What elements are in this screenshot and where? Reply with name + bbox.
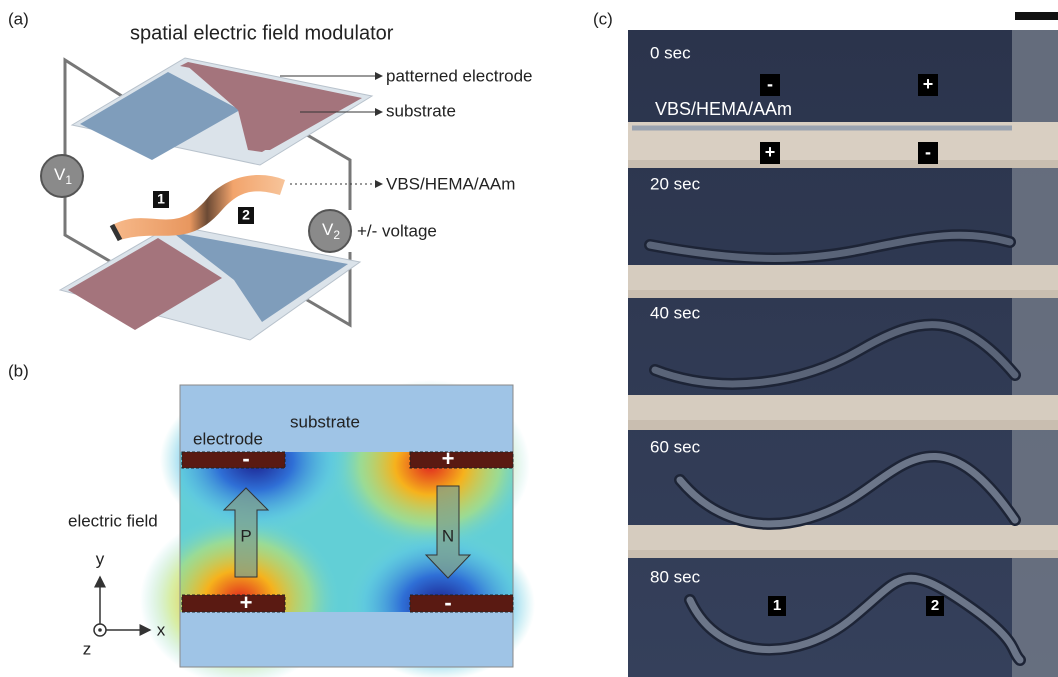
time-label: 20 sec xyxy=(650,174,701,193)
panel-label: (a) xyxy=(8,9,29,28)
time-label: 80 sec xyxy=(650,567,701,586)
source-symbol: V xyxy=(54,165,66,184)
axis-label: z xyxy=(83,639,92,658)
electrode-sign: - xyxy=(925,142,931,162)
region-label: substrate xyxy=(290,412,360,431)
panel-label: (b) xyxy=(8,361,29,380)
electrode-sign: + xyxy=(240,590,253,615)
axis-label: x xyxy=(157,620,166,639)
source-subscript: 2 xyxy=(333,228,340,242)
region-label: electrode xyxy=(193,429,263,448)
electrode xyxy=(182,452,285,468)
substrate xyxy=(180,612,513,667)
panel-b: (b) - + + - P N substrate electrode elec… xyxy=(8,361,535,677)
electrode-sign: - xyxy=(242,446,249,471)
electrode-sign: + xyxy=(765,142,776,162)
segment-label: 2 xyxy=(242,207,250,223)
material-label: VBS/HEMA/AAm xyxy=(655,99,792,119)
time-label: 60 sec xyxy=(650,437,701,456)
callout: VBS/HEMA/AAm xyxy=(386,174,515,193)
segment-label: 1 xyxy=(773,597,781,614)
substrate-strip xyxy=(628,290,1058,298)
callout: patterned electrode xyxy=(386,66,533,85)
panel-a: (a) spatial electric field modulator V1 … xyxy=(8,9,533,340)
figure: (a) spatial electric field modulator V1 … xyxy=(0,0,1058,677)
polarity-label: P xyxy=(240,526,251,545)
panel-title: spatial electric field modulator xyxy=(130,22,394,44)
substrate-strip xyxy=(628,550,1058,558)
electrode-sign: - xyxy=(444,590,451,615)
substrate-strip xyxy=(628,265,1058,290)
electrode xyxy=(182,595,285,612)
region-label: electric field xyxy=(68,511,158,530)
callout: +/- voltage xyxy=(357,221,437,240)
scale-bar xyxy=(1015,12,1058,20)
callout: substrate xyxy=(386,101,456,120)
substrate-strip xyxy=(628,395,1058,420)
source-subscript: 1 xyxy=(65,173,72,187)
substrate-strip xyxy=(628,525,1058,550)
source-symbol: V xyxy=(322,220,334,239)
axis-label: y xyxy=(96,549,105,568)
electrode-sign: - xyxy=(767,74,773,94)
time-label: 0 sec xyxy=(650,43,691,62)
segment-label: 2 xyxy=(931,597,939,614)
substrate-strip xyxy=(628,420,1058,430)
polarity-label: N xyxy=(442,526,454,545)
electrode xyxy=(410,452,513,468)
electrode-sign: + xyxy=(442,446,455,471)
z-axis-dot xyxy=(98,628,102,632)
electrode xyxy=(410,595,513,612)
substrate-strip xyxy=(628,160,1058,168)
segment-label: 1 xyxy=(157,191,165,207)
time-label: 40 sec xyxy=(650,303,701,322)
electrode-sign: + xyxy=(923,74,934,94)
panel-label: (c) xyxy=(593,9,613,28)
panel-c: (c) 0 sec 20 sec 40 sec 60 sec 80 sec VB… xyxy=(593,9,1058,677)
